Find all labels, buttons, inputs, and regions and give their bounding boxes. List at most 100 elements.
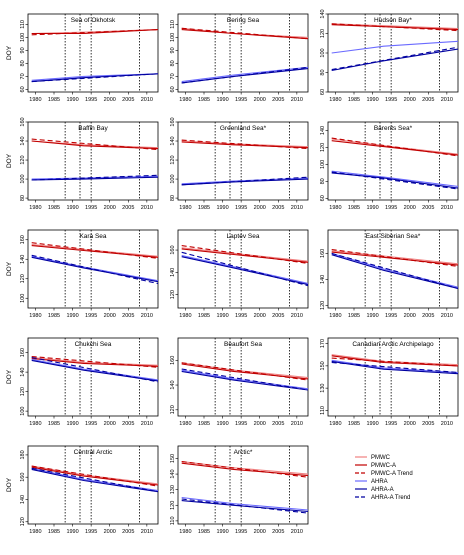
y-tick-label: 140 bbox=[320, 9, 326, 18]
series-line-pmwc-a bbox=[31, 245, 158, 258]
y-tick-label: 120 bbox=[20, 387, 26, 396]
series-line-pmwc-a bbox=[181, 29, 308, 40]
panel-frame bbox=[327, 229, 459, 309]
y-tick-label: 120 bbox=[320, 143, 326, 152]
x-tick-label: 1995 bbox=[235, 313, 247, 319]
y-tick-label: 160 bbox=[170, 356, 176, 365]
y-tick-label: 160 bbox=[20, 235, 26, 244]
x-tick-label: 1990 bbox=[366, 97, 378, 103]
series-line-ahra bbox=[181, 66, 308, 83]
series-line-ahra-a bbox=[181, 370, 308, 391]
y-tick-label: 140 bbox=[20, 495, 26, 504]
panel-frame bbox=[27, 121, 159, 201]
y-tick-label: 140 bbox=[20, 136, 26, 145]
series-line-ahra-a-trend bbox=[331, 361, 458, 374]
x-tick-label: 1995 bbox=[385, 313, 397, 319]
y-tick-label: 120 bbox=[320, 29, 326, 38]
series-line-ahra-a bbox=[31, 256, 158, 283]
panel-frame bbox=[177, 13, 309, 93]
x-tick-label: 1990 bbox=[216, 313, 228, 319]
y-tick-label: 160 bbox=[170, 245, 176, 254]
x-tick-label: 1990 bbox=[66, 97, 78, 103]
x-tick-label: 1995 bbox=[385, 421, 397, 427]
series-line-ahra-a bbox=[331, 254, 458, 290]
y-tick-label: 130 bbox=[320, 384, 326, 393]
x-tick-label: 2005 bbox=[422, 421, 434, 427]
y-tick-label: 110 bbox=[20, 20, 26, 29]
x-tick-label: 2000 bbox=[254, 205, 266, 211]
panel-sea-of-okhotsk: Sea of Okhotsk 1980 1985 1990 1995 2000 2005 20… bbox=[6, 13, 159, 103]
y-tick-label: 100 bbox=[20, 174, 26, 183]
y-tick-label: 120 bbox=[20, 155, 26, 164]
series-line-pmwc-a bbox=[31, 466, 158, 486]
panel-central-arctic: Central Arctic 1980 1985 1990 1995 2000 2005 20… bbox=[6, 445, 159, 535]
legend-label-pmwc: PMWC bbox=[371, 455, 391, 461]
x-tick-label: 2010 bbox=[141, 205, 153, 211]
legend-label-ahra: AHRA bbox=[371, 479, 388, 485]
y-tick-label: 80 bbox=[320, 178, 326, 184]
y-tick-label: 80 bbox=[20, 60, 26, 66]
series-line-ahra-a-trend bbox=[31, 174, 158, 181]
x-tick-label: 1990 bbox=[66, 421, 78, 427]
panel-title: Laptev Sea bbox=[227, 233, 260, 240]
x-tick-label: 1990 bbox=[366, 205, 378, 211]
x-tick-label: 2005 bbox=[272, 313, 284, 319]
y-tick-label: 120 bbox=[170, 405, 176, 414]
x-tick-label: 1985 bbox=[48, 313, 60, 319]
y-tick-label: 120 bbox=[170, 155, 176, 164]
series-line-pmwc-a-trend bbox=[181, 461, 308, 478]
y-tick-label: 100 bbox=[170, 33, 176, 42]
y-tick-label: 60 bbox=[170, 86, 176, 92]
x-tick-label: 1980 bbox=[179, 313, 191, 319]
x-tick-label: 1995 bbox=[85, 529, 97, 535]
y-tick-label: 80 bbox=[170, 60, 176, 66]
panel-title: Canadian Arctic Archipelago bbox=[352, 341, 434, 348]
y-tick-label: 140 bbox=[170, 268, 176, 277]
series-line-ahra-a-trend bbox=[31, 467, 158, 493]
x-tick-label: 2000 bbox=[404, 421, 416, 427]
y-tick-label: 150 bbox=[320, 361, 326, 370]
legend: PMWC PMWC-A PMWC-A Trend AHRA AHRA-A AHRA-A T… bbox=[355, 455, 413, 501]
x-tick-label: 2010 bbox=[291, 421, 303, 427]
x-tick-label: 2000 bbox=[104, 205, 116, 211]
panel-title: Sea of Okhotsk bbox=[71, 17, 116, 24]
panel-bering-sea: Bering Sea 1980 1985 1990 1995 2000 2005 2010 60… bbox=[170, 13, 309, 103]
panel-title: Bering Sea bbox=[227, 17, 260, 24]
y-tick-label: 120 bbox=[20, 274, 26, 283]
x-tick-label: 2010 bbox=[291, 97, 303, 103]
x-tick-label: 2005 bbox=[122, 205, 134, 211]
x-tick-label: 2005 bbox=[272, 205, 284, 211]
y-axis-label: DOY bbox=[6, 45, 13, 60]
x-tick-label: 2005 bbox=[422, 205, 434, 211]
y-axis-label: DOY bbox=[6, 477, 13, 492]
y-tick-label: 110 bbox=[170, 20, 176, 29]
y-tick-label: 80 bbox=[170, 195, 176, 201]
x-tick-label: 1985 bbox=[48, 205, 60, 211]
panel-baffin-bay: Baffin Bay 1980 1985 1990 1995 2000 2005 2010 80… bbox=[6, 117, 159, 211]
x-tick-label: 1980 bbox=[29, 205, 41, 211]
x-tick-label: 2000 bbox=[104, 529, 116, 535]
x-tick-label: 1980 bbox=[29, 529, 41, 535]
x-tick-label: 2005 bbox=[272, 97, 284, 103]
series-line-ahra-a-trend bbox=[31, 73, 158, 83]
x-tick-label: 1985 bbox=[198, 529, 210, 535]
y-tick-label: 150 bbox=[170, 454, 176, 463]
series-line-pmwc bbox=[31, 356, 158, 366]
y-tick-label: 140 bbox=[320, 275, 326, 284]
series-line-pmwc-a bbox=[181, 248, 308, 263]
y-tick-label: 100 bbox=[170, 174, 176, 183]
panel-frame bbox=[27, 337, 159, 417]
x-tick-label: 1985 bbox=[198, 205, 210, 211]
y-tick-label: 100 bbox=[20, 407, 26, 416]
x-tick-label: 2010 bbox=[291, 313, 303, 319]
series-line-ahra bbox=[331, 40, 458, 54]
x-tick-label: 1980 bbox=[179, 529, 191, 535]
x-tick-label: 1990 bbox=[216, 421, 228, 427]
x-tick-label: 2010 bbox=[441, 205, 453, 211]
series-line-pmwc-a-trend bbox=[331, 357, 458, 367]
x-tick-label: 2005 bbox=[122, 97, 134, 103]
y-tick-label: 160 bbox=[170, 117, 176, 126]
x-tick-label: 1995 bbox=[235, 97, 247, 103]
x-tick-label: 2000 bbox=[104, 97, 116, 103]
x-tick-label: 1985 bbox=[348, 313, 360, 319]
